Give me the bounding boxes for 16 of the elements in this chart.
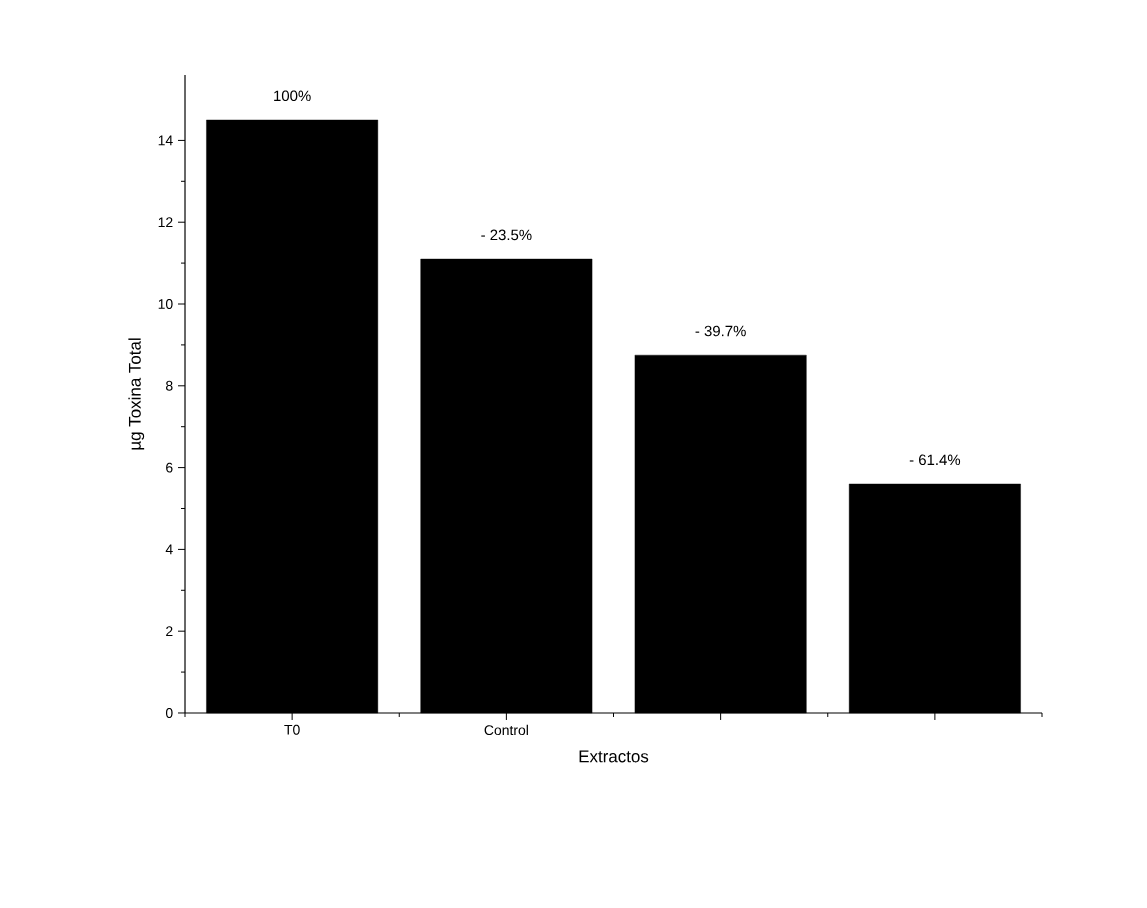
annotation: - 39.7% <box>695 325 746 337</box>
y-tick-label: 12 <box>158 217 173 228</box>
y-tick-label: 6 <box>166 462 173 473</box>
x-axis-title: Extractos <box>579 750 649 763</box>
y-tick-label: 14 <box>158 135 173 146</box>
annotation: - 61.4% <box>909 454 961 466</box>
y-tick-label: 2 <box>166 626 173 637</box>
y-tick-label: 4 <box>165 544 173 555</box>
annotation: - 23.5% <box>481 229 532 241</box>
y-tick-label: 10 <box>158 299 173 309</box>
y-axis-title: µg Toxina Total <box>128 338 145 450</box>
x-tick-label: Control <box>484 724 528 736</box>
y-tick-label: 0 <box>165 708 173 718</box>
y-tick-label: 8 <box>166 380 173 391</box>
annotation: 100% <box>274 90 311 102</box>
x-tick-label: T0 <box>284 724 300 735</box>
